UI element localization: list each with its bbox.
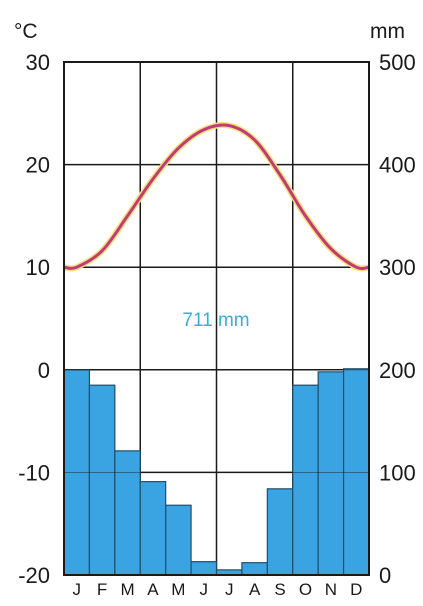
temperature-tick-label: -20 bbox=[18, 563, 50, 588]
precipitation-tick-label: 100 bbox=[379, 460, 416, 485]
temperature-unit-label: °C bbox=[14, 20, 38, 43]
precipitation-tick-label: 0 bbox=[379, 563, 391, 588]
precipitation-bar bbox=[342, 368, 370, 576]
month-label: O bbox=[299, 580, 312, 599]
month-label: J bbox=[225, 580, 234, 599]
temperature-tick-label: 0 bbox=[38, 358, 50, 383]
month-label: M bbox=[171, 580, 185, 599]
precipitation-bar bbox=[317, 371, 345, 576]
precipitation-axis: 500 400 300 200 100 0 bbox=[379, 50, 416, 588]
temperature-tick-label: -10 bbox=[18, 460, 50, 485]
month-label: J bbox=[200, 580, 209, 599]
precipitation-bars bbox=[63, 61, 370, 576]
precipitation-bar bbox=[190, 561, 218, 576]
month-label: D bbox=[350, 580, 362, 599]
temperature-line bbox=[63, 123, 370, 271]
precipitation-bar bbox=[165, 504, 192, 576]
precipitation-unit-label: mm bbox=[370, 20, 405, 43]
temperature-tick-label: 20 bbox=[26, 153, 50, 178]
month-label: A bbox=[249, 580, 261, 599]
precipitation-bar bbox=[292, 384, 319, 576]
temperature-tick-label: 30 bbox=[26, 50, 50, 75]
temperature-axis: 30 20 10 0 -10 -20 bbox=[18, 50, 50, 588]
precipitation-bar bbox=[266, 488, 294, 576]
precipitation-tick-label: 200 bbox=[379, 358, 416, 383]
precipitation-bar bbox=[241, 562, 268, 576]
month-label: S bbox=[274, 580, 285, 599]
precipitation-bar bbox=[114, 450, 141, 576]
annual-precipitation-label: 711 mm bbox=[182, 310, 249, 331]
plot-frame bbox=[63, 61, 370, 576]
month-label: N bbox=[325, 580, 337, 599]
plot-border bbox=[63, 61, 370, 576]
month-label: F bbox=[97, 580, 107, 599]
precipitation-tick-label: 500 bbox=[379, 50, 416, 75]
precipitation-bar bbox=[139, 481, 167, 576]
precipitation-bar bbox=[88, 384, 116, 576]
month-label: M bbox=[120, 580, 134, 599]
month-label: J bbox=[72, 580, 81, 599]
temperature-curve bbox=[63, 122, 370, 272]
precipitation-tick-label: 400 bbox=[379, 153, 416, 178]
precipitation-tick-label: 300 bbox=[379, 255, 416, 280]
month-label: A bbox=[147, 580, 159, 599]
temperature-tick-label: 10 bbox=[26, 255, 50, 280]
